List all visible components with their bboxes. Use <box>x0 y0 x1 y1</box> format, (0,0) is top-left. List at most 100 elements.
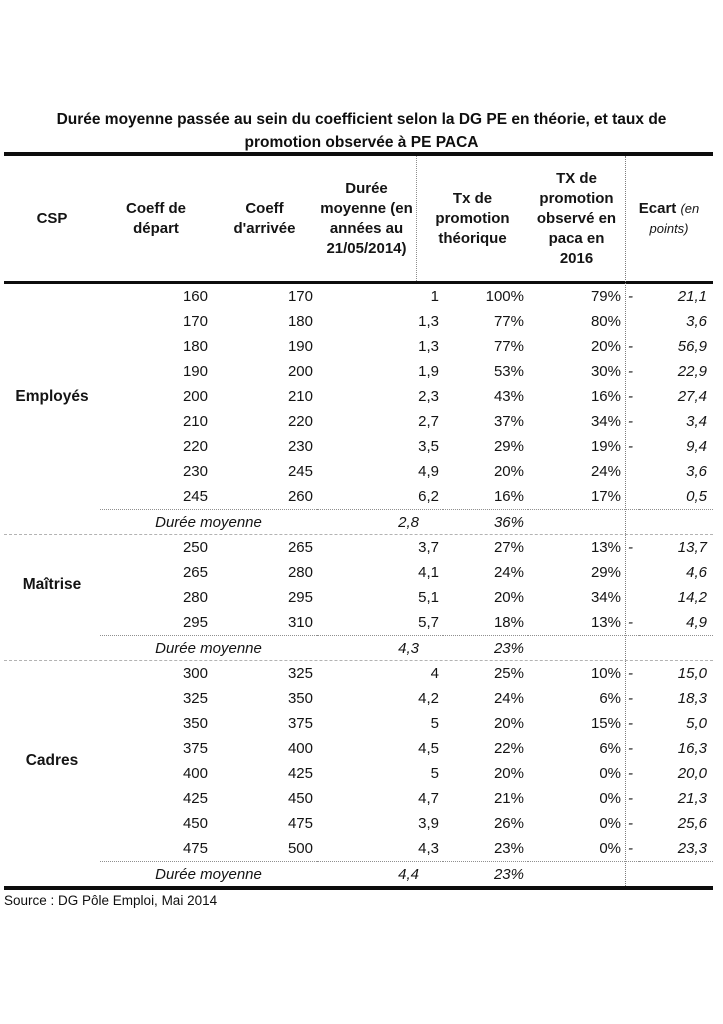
cell-coeff-depart: 425 <box>182 790 208 807</box>
cell-tx-observe: 24% <box>590 463 621 480</box>
cell-ecart: 13,7 <box>677 539 707 556</box>
cell-tx-observe: 16% <box>590 388 621 405</box>
header-coeff-arrivee: Coeff d'arrivée <box>233 199 296 237</box>
header-tx-observe: TX de promotion observé en paca en 2016 <box>536 169 617 267</box>
cell-duree-moyenne: 4 <box>430 665 439 682</box>
cell-tx-theorique: 22% <box>493 740 524 757</box>
cell-coeff-arrivee: 295 <box>287 589 313 606</box>
cell-coeff-depart: 210 <box>182 413 208 430</box>
cell-tx-observe: 10% <box>590 665 621 682</box>
cell-ecart-sign: - <box>628 363 633 380</box>
cell-ecart-sign: - <box>628 665 633 682</box>
cell-tx-observe: 20% <box>590 338 621 355</box>
cell-tx-theorique: 23% <box>493 840 524 857</box>
table-row: 475 500 4,3 23% 0% - 23,3 <box>4 836 713 861</box>
header-ecart-unit: (en points) <box>649 200 700 236</box>
cell-coeff-arrivee: 500 <box>287 840 313 857</box>
cell-ecart: 23,3 <box>677 840 707 857</box>
table-row: 245 260 6,2 16% 17% 0,5 <box>4 484 713 509</box>
cell-ecart-sign <box>625 560 639 585</box>
cell-duree-moyenne: 4,1 <box>418 564 439 581</box>
cell-ecart-sign: - <box>628 614 633 631</box>
promotion-table: CSP Coeff de départ Coeff d'arrivée Duré… <box>4 152 713 890</box>
cell-ecart-sign <box>625 585 639 610</box>
summary-tx-theorique: 23% <box>443 635 528 661</box>
cell-ecart: 3,4 <box>686 413 707 430</box>
summary-empty <box>639 509 713 535</box>
csp-group: 160 170 1 100% 79% -21,1 170 180 1,3 77% 80% 3,6 180… <box>4 284 713 535</box>
summary-label: Durée moyenne <box>100 635 317 661</box>
table-row: 450 475 3,9 26% 0% - 25,6 <box>4 811 713 836</box>
cell-ecart-sign: - <box>628 740 633 757</box>
table-row: 160 170 1 100% 79% - 21,1 <box>4 284 713 309</box>
cell-ecart: 18,3 <box>677 690 707 707</box>
cell-tx-theorique: 20% <box>493 715 524 732</box>
table-title: Durée moyenne passée au sein du coeffici… <box>0 108 723 154</box>
cell-coeff-arrivee: 350 <box>287 690 313 707</box>
cell-coeff-depart: 295 <box>182 614 208 631</box>
cell-ecart: 56,9 <box>677 338 707 355</box>
cell-tx-observe: 34% <box>590 589 621 606</box>
cell-ecart: 20,0 <box>677 765 707 782</box>
cell-ecart: 21,3 <box>677 790 707 807</box>
table-title-line1: Durée moyenne passée au sein du coeffici… <box>56 111 667 128</box>
cell-coeff-arrivee: 170 <box>287 288 313 305</box>
cell-coeff-depart: 280 <box>182 589 208 606</box>
cell-coeff-depart: 265 <box>182 564 208 581</box>
cell-coeff-depart: 190 <box>182 363 208 380</box>
summary-duree: 4,3 <box>317 635 443 661</box>
cell-duree-moyenne: 1,3 <box>418 338 439 355</box>
cell-ecart: 3,6 <box>686 313 707 330</box>
cell-tx-observe: 34% <box>590 413 621 430</box>
cell-ecart: 27,4 <box>677 388 707 405</box>
summary-label: Durée moyenne <box>100 861 317 887</box>
cell-duree-moyenne: 1 <box>430 288 439 305</box>
cell-coeff-depart: 400 <box>182 765 208 782</box>
header-csp: CSP <box>36 209 68 227</box>
cell-coeff-depart: 180 <box>182 338 208 355</box>
cell-tx-theorique: 53% <box>493 363 524 380</box>
cell-ecart-sign: - <box>628 338 633 355</box>
cell-duree-moyenne: 1,9 <box>418 363 439 380</box>
cell-coeff-arrivee: 245 <box>287 463 313 480</box>
cell-coeff-arrivee: 260 <box>287 488 313 505</box>
cell-duree-moyenne: 3,7 <box>418 539 439 556</box>
cell-tx-observe: 19% <box>590 438 621 455</box>
cell-tx-observe: 29% <box>590 564 621 581</box>
cell-ecart-sign: - <box>628 413 633 430</box>
cell-ecart-sign: - <box>628 840 633 857</box>
cell-tx-observe: 80% <box>590 313 621 330</box>
cell-duree-moyenne: 6,2 <box>418 488 439 505</box>
summary-label: Durée moyenne <box>100 509 317 535</box>
cell-coeff-arrivee: 180 <box>287 313 313 330</box>
table-row: 350 375 5 20% 15% - 5,0 <box>4 711 713 736</box>
cell-ecart-sign: - <box>628 690 633 707</box>
cell-coeff-arrivee: 265 <box>287 539 313 556</box>
header-ecart: Ecart (en points) <box>625 156 713 281</box>
header-duree-moyenne: Durée moyenne (en années au 21/05/2014) <box>317 156 417 281</box>
cell-tx-theorique: 26% <box>493 815 524 832</box>
cell-duree-moyenne: 4,5 <box>418 740 439 757</box>
table-row: 170 180 1,3 77% 80% 3,6 <box>4 309 713 334</box>
source-note: Source : DG Pôle Emploi, Mai 2014 <box>4 893 218 908</box>
cell-duree-moyenne: 3,5 <box>418 438 439 455</box>
cell-duree-moyenne: 2,7 <box>418 413 439 430</box>
cell-tx-theorique: 20% <box>493 765 524 782</box>
cell-ecart-sign: - <box>628 715 633 732</box>
cell-coeff-arrivee: 375 <box>287 715 313 732</box>
header-coeff-depart: Coeff de départ <box>126 199 186 237</box>
cell-ecart-sign: - <box>628 388 633 405</box>
table-row: 250 265 3,7 27% 13% - 13,7 <box>4 535 713 560</box>
table-row: 190 200 1,9 53% 30% - 22,9 <box>4 359 713 384</box>
cell-ecart-sign: - <box>628 815 633 832</box>
cell-csp-spacer <box>4 509 100 535</box>
cell-coeff-arrivee: 190 <box>287 338 313 355</box>
cell-tx-theorique: 77% <box>493 313 524 330</box>
cell-duree-moyenne: 4,3 <box>418 840 439 857</box>
ecart-column-divider <box>625 156 626 886</box>
cell-coeff-arrivee: 200 <box>287 363 313 380</box>
csp-group-label: Maîtrise <box>22 576 82 593</box>
cell-tx-observe: 6% <box>599 740 621 757</box>
cell-duree-moyenne: 5 <box>430 715 439 732</box>
cell-coeff-arrivee: 210 <box>287 388 313 405</box>
